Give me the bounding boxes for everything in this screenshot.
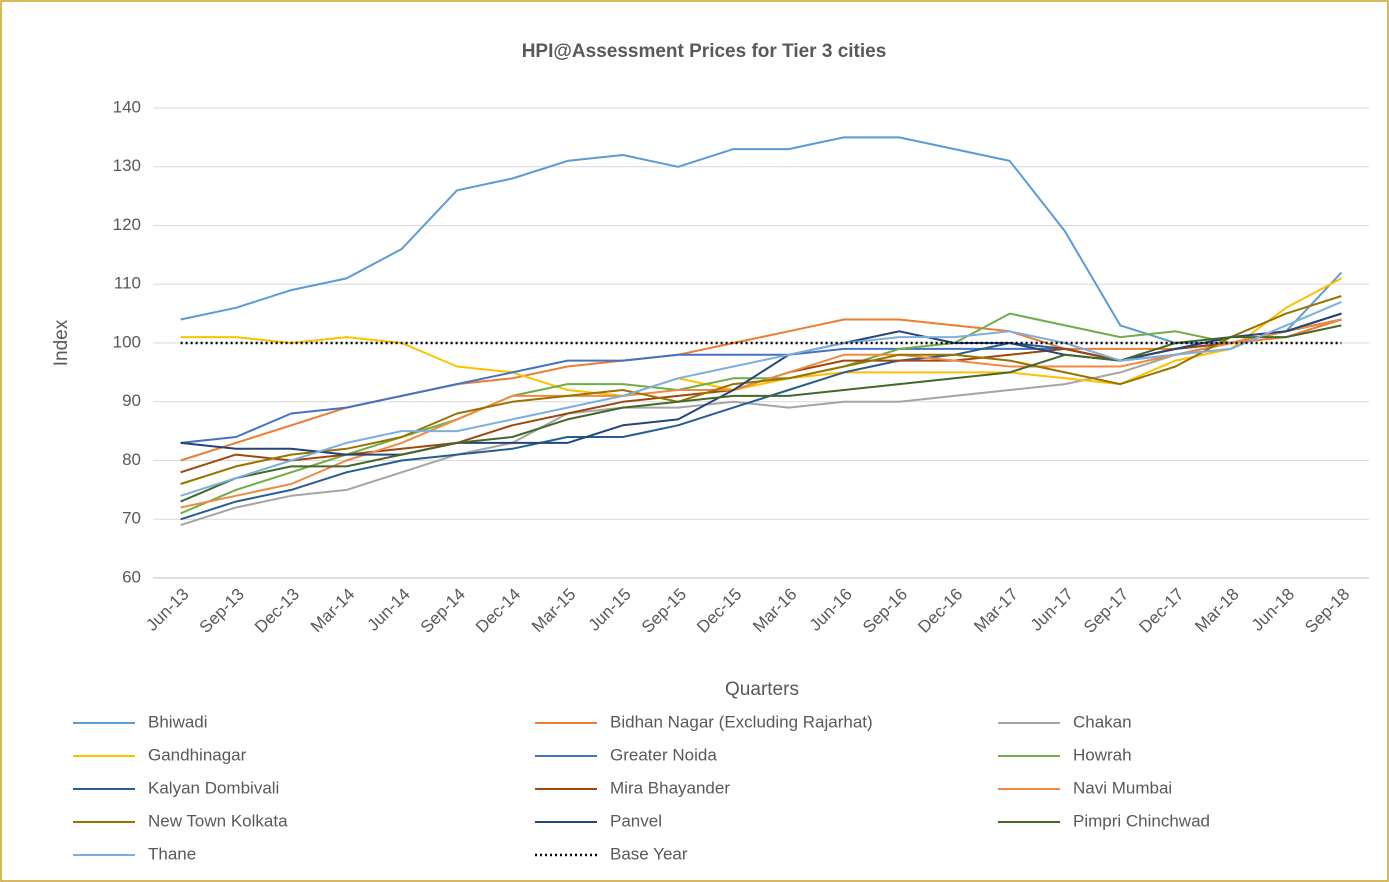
legend-label: Bhiwadi [148,712,208,731]
legend-label: Greater Noida [610,745,717,764]
series-line [180,318,1342,527]
y-axis-title: Index [51,319,72,366]
x-axis-title: Quarters [725,679,799,700]
y-tick-label: 130 [113,156,141,175]
legend-label: Pimpri Chinchwad [1073,811,1210,830]
series-line [180,295,1342,485]
legend-label: Base Year [610,844,688,863]
y-tick-label: 120 [113,215,141,234]
y-tick-label: 60 [122,567,141,586]
series-line [180,312,1342,515]
y-tick-label: 80 [122,450,141,469]
y-tick-label: 110 [114,274,141,293]
series-line [180,324,1342,503]
y-tick-label: 100 [113,332,141,351]
legend-label: Gandhinagar [148,745,247,764]
legend-label: Chakan [1073,712,1132,731]
y-tick-label: 70 [122,509,141,528]
legend-label: Navi Mumbai [1073,778,1172,797]
series-line [180,300,1342,497]
series-line [180,277,1342,397]
legend-label: New Town Kolkata [148,811,288,830]
legend-label: Bidhan Nagar (Excluding Rajarhat) [610,712,873,731]
y-tick-label: 140 [113,97,141,116]
legend-label: Mira Bhayander [610,778,730,797]
legend-label: Kalyan Dombivali [148,778,279,797]
chart-title: HPI@Assessment Prices for Tier 3 cities [522,41,887,62]
y-tick-label: 90 [122,391,141,410]
series-line [180,312,1342,456]
legend-label: Howrah [1073,745,1132,764]
legend-label: Thane [148,844,196,863]
legend-label: Panvel [610,811,662,830]
